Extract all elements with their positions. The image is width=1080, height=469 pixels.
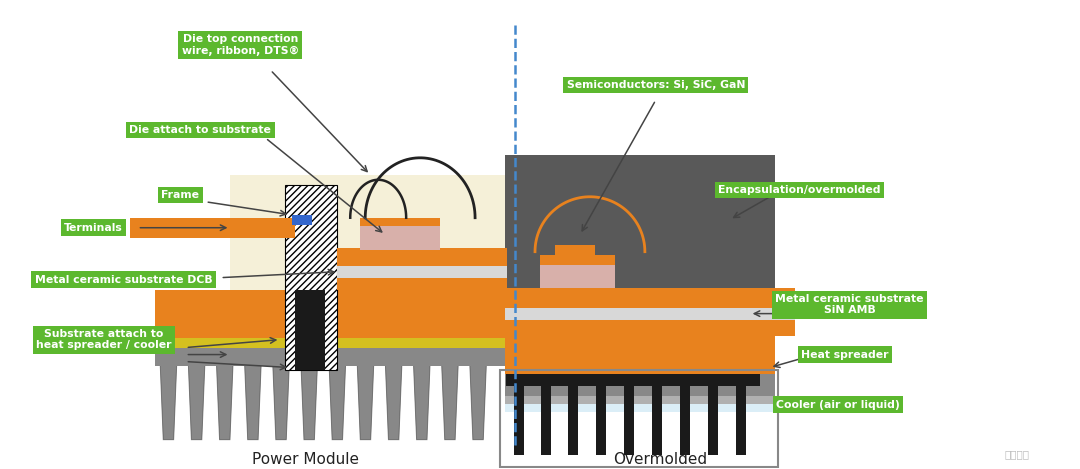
Polygon shape (273, 365, 289, 439)
Bar (588, 373, 620, 386)
Polygon shape (414, 365, 430, 439)
Polygon shape (161, 365, 176, 439)
Bar (337, 248, 507, 265)
Bar (540, 260, 615, 287)
Bar (337, 278, 507, 290)
Bar (505, 308, 795, 319)
Bar (540, 255, 615, 265)
Bar (644, 373, 676, 386)
Bar (156, 338, 510, 348)
Text: Heat spreader: Heat spreader (801, 349, 889, 360)
Bar (505, 287, 795, 308)
Bar (541, 386, 551, 455)
Polygon shape (470, 365, 486, 439)
Bar (652, 386, 662, 455)
Bar (568, 386, 578, 455)
Bar (616, 373, 648, 386)
Bar (285, 185, 337, 370)
Bar (728, 373, 759, 386)
Bar (505, 373, 774, 395)
Bar (337, 265, 507, 278)
Text: 芝能智芯: 芝能智芯 (1004, 449, 1029, 460)
Bar (559, 373, 592, 386)
Bar (295, 290, 325, 370)
Text: Die top connection
wire, ribbon, DTS®: Die top connection wire, ribbon, DTS® (181, 34, 299, 56)
Bar (707, 386, 718, 455)
Text: Overmolded: Overmolded (612, 452, 707, 467)
Bar (672, 373, 704, 386)
Polygon shape (245, 365, 261, 439)
Bar (505, 155, 774, 325)
Bar (507, 373, 538, 386)
Bar (156, 290, 510, 338)
Bar (555, 245, 595, 259)
Bar (679, 386, 690, 455)
Polygon shape (189, 365, 204, 439)
Bar (505, 319, 795, 336)
Text: Cooler (air or liquid): Cooler (air or liquid) (775, 400, 900, 409)
Polygon shape (217, 365, 232, 439)
Text: Power Module: Power Module (252, 452, 359, 467)
Text: Metal ceramic substrate DCB: Metal ceramic substrate DCB (35, 275, 213, 285)
Bar (505, 336, 774, 373)
Bar (505, 395, 774, 403)
Text: Frame: Frame (161, 190, 200, 200)
Text: Metal ceramic substrate
SiN AMB: Metal ceramic substrate SiN AMB (775, 294, 923, 316)
Text: Encapsulation/overmolded: Encapsulation/overmolded (718, 185, 881, 195)
Bar (624, 386, 634, 455)
Polygon shape (386, 365, 402, 439)
Bar (156, 348, 510, 365)
Bar (514, 386, 524, 455)
Text: Substrate attach to
heat spreader / cooler: Substrate attach to heat spreader / cool… (36, 329, 172, 350)
Bar (735, 386, 746, 455)
Bar (500, 370, 778, 468)
Bar (700, 373, 732, 386)
Bar (131, 218, 295, 238)
Polygon shape (301, 365, 318, 439)
Bar (505, 313, 774, 413)
Bar (361, 222, 441, 250)
Bar (361, 218, 441, 226)
Bar (534, 373, 565, 386)
Bar (596, 386, 606, 455)
Text: Semiconductors: Si, SiC, GaN: Semiconductors: Si, SiC, GaN (567, 80, 745, 90)
Bar (230, 175, 510, 360)
Bar (293, 215, 312, 225)
Polygon shape (442, 365, 458, 439)
Polygon shape (357, 365, 374, 439)
Text: Terminals: Terminals (64, 223, 123, 233)
Text: Die attach to substrate: Die attach to substrate (130, 125, 271, 135)
Polygon shape (329, 365, 346, 439)
